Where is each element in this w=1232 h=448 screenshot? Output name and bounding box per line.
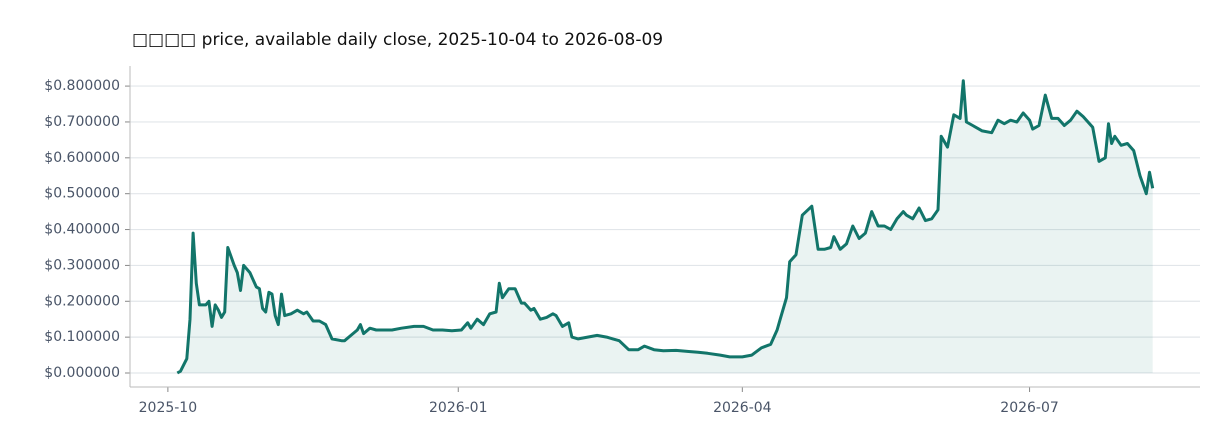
y-tick-label: $0.700000 xyxy=(44,114,120,130)
y-tick-label: $0.300000 xyxy=(44,257,120,273)
x-tick-label: 2026-01 xyxy=(429,400,488,416)
y-tick-label: $0.000000 xyxy=(44,365,120,381)
x-tick-label: 2025-10 xyxy=(139,400,198,416)
y-tick-label: $0.400000 xyxy=(44,222,120,238)
x-tick-label: 2026-04 xyxy=(713,400,772,416)
x-tick-label: 2026-07 xyxy=(1000,400,1059,416)
chart-title: □□□□ price, available daily close, 2025-… xyxy=(132,30,663,50)
y-tick-label: $0.500000 xyxy=(44,186,120,202)
line xyxy=(176,79,1155,375)
area xyxy=(177,80,1153,374)
y-tick-label: $0.100000 xyxy=(44,329,120,345)
y-tick-label: $0.800000 xyxy=(44,78,120,94)
y-tick-label: $0.200000 xyxy=(44,293,120,309)
y-tick-label: $0.600000 xyxy=(44,150,120,166)
